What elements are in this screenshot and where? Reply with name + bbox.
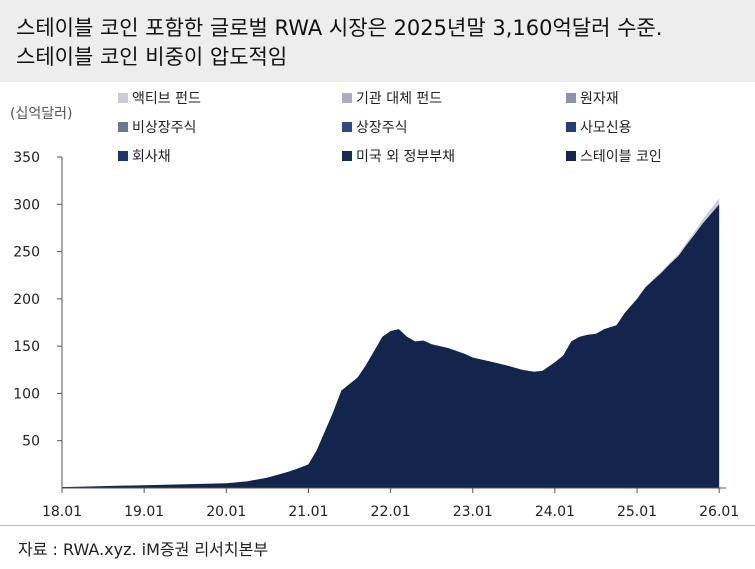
legend-swatch-7 xyxy=(342,151,352,161)
chart-title-line2: 스테이블 코인 비중이 압도적임 xyxy=(16,45,288,69)
title-header: 스테이블 코인 포함한 글로벌 RWA 시장은 2025년말 3,160억달러 … xyxy=(0,0,755,82)
y-tick-label-200: 200 xyxy=(13,292,40,308)
x-tick-label-22.01: 22.01 xyxy=(371,504,411,520)
y-tick-label-100: 100 xyxy=(13,386,40,402)
y-tick-label-150: 150 xyxy=(13,339,40,355)
y-tick-label-350: 350 xyxy=(13,150,40,166)
legend-swatch-6 xyxy=(118,151,128,161)
rwa-market-area-chart: 50 100 150 200 250 300 350 18.01 19.01 20.01 21.01… xyxy=(10,91,739,520)
x-tick-label-18.01: 18.01 xyxy=(42,504,82,520)
source-note: 자료 : RWA.xyz. iM증권 리서치본부 xyxy=(18,540,269,559)
x-tick-label-25.01: 25.01 xyxy=(617,504,657,520)
legend-swatch-4 xyxy=(342,122,352,132)
legend-swatch-8 xyxy=(566,151,576,161)
y-tick-label-50: 50 xyxy=(22,434,40,450)
y-axis-unit-label: (십억달러) xyxy=(10,106,72,122)
legend-swatch-2 xyxy=(566,93,576,103)
legend-label-6: 회사채 xyxy=(132,149,171,165)
footer-divider xyxy=(0,525,755,526)
legend-label-3: 비상장주식 xyxy=(132,120,196,136)
y-tick-label-300: 300 xyxy=(13,197,40,213)
legend-label-4: 상장주식 xyxy=(356,120,408,136)
legend-swatch-1 xyxy=(342,93,352,103)
legend-swatch-5 xyxy=(566,122,576,132)
legend-label-1: 기관 대체 펀드 xyxy=(356,91,442,107)
legend-label-2: 원자재 xyxy=(580,91,619,107)
area-series-0 xyxy=(62,204,720,489)
x-tick-label-23.01: 23.01 xyxy=(453,504,493,520)
legend-swatch-0 xyxy=(118,93,128,103)
chart-title-line1: 스테이블 코인 포함한 글로벌 RWA 시장은 2025년말 3,160억달러 … xyxy=(16,16,663,40)
legend-label-0: 액티브 펀드 xyxy=(132,91,201,107)
legend-swatch-3 xyxy=(118,122,128,132)
x-tick-label-20.01: 20.01 xyxy=(206,504,246,520)
legend-label-7: 미국 외 정부부채 xyxy=(356,149,455,165)
y-tick-label-250: 250 xyxy=(13,245,40,261)
x-tick-label-24.01: 24.01 xyxy=(535,504,575,520)
legend-label-8: 스테이블 코인 xyxy=(580,149,662,165)
legend-label-5: 사모신용 xyxy=(580,120,632,136)
x-tick-label-26.01: 26.01 xyxy=(699,504,739,520)
x-tick-label-21.01: 21.01 xyxy=(288,504,328,520)
x-tick-label-19.01: 19.01 xyxy=(124,504,164,520)
